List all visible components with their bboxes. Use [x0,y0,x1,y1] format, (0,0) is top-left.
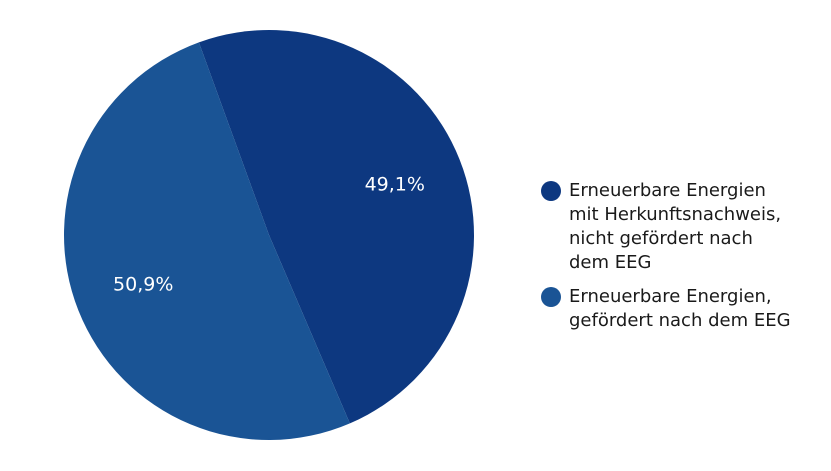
pie-slice-2 [63,42,350,441]
legend-item-2: Erneuerbare Energien, gefördert nach dem… [541,285,826,333]
legend-item-1: Erneuerbare Energien mit Herkunftsnachwe… [541,179,826,275]
legend-swatch-2 [541,287,561,307]
slice-value-label-2: 50,9% [113,273,173,295]
legend-label-1: Erneuerbare Energien mit Herkunftsnachwe… [569,180,782,273]
pie-slice-1 [198,30,474,424]
slice-value-label-1: 49,1% [365,174,425,196]
legend: Erneuerbare Energien mit Herkunftsnachwe… [541,179,826,343]
legend-label-2: Erneuerbare Energien, gefördert nach dem… [569,286,791,331]
legend-swatch-1 [541,181,561,201]
